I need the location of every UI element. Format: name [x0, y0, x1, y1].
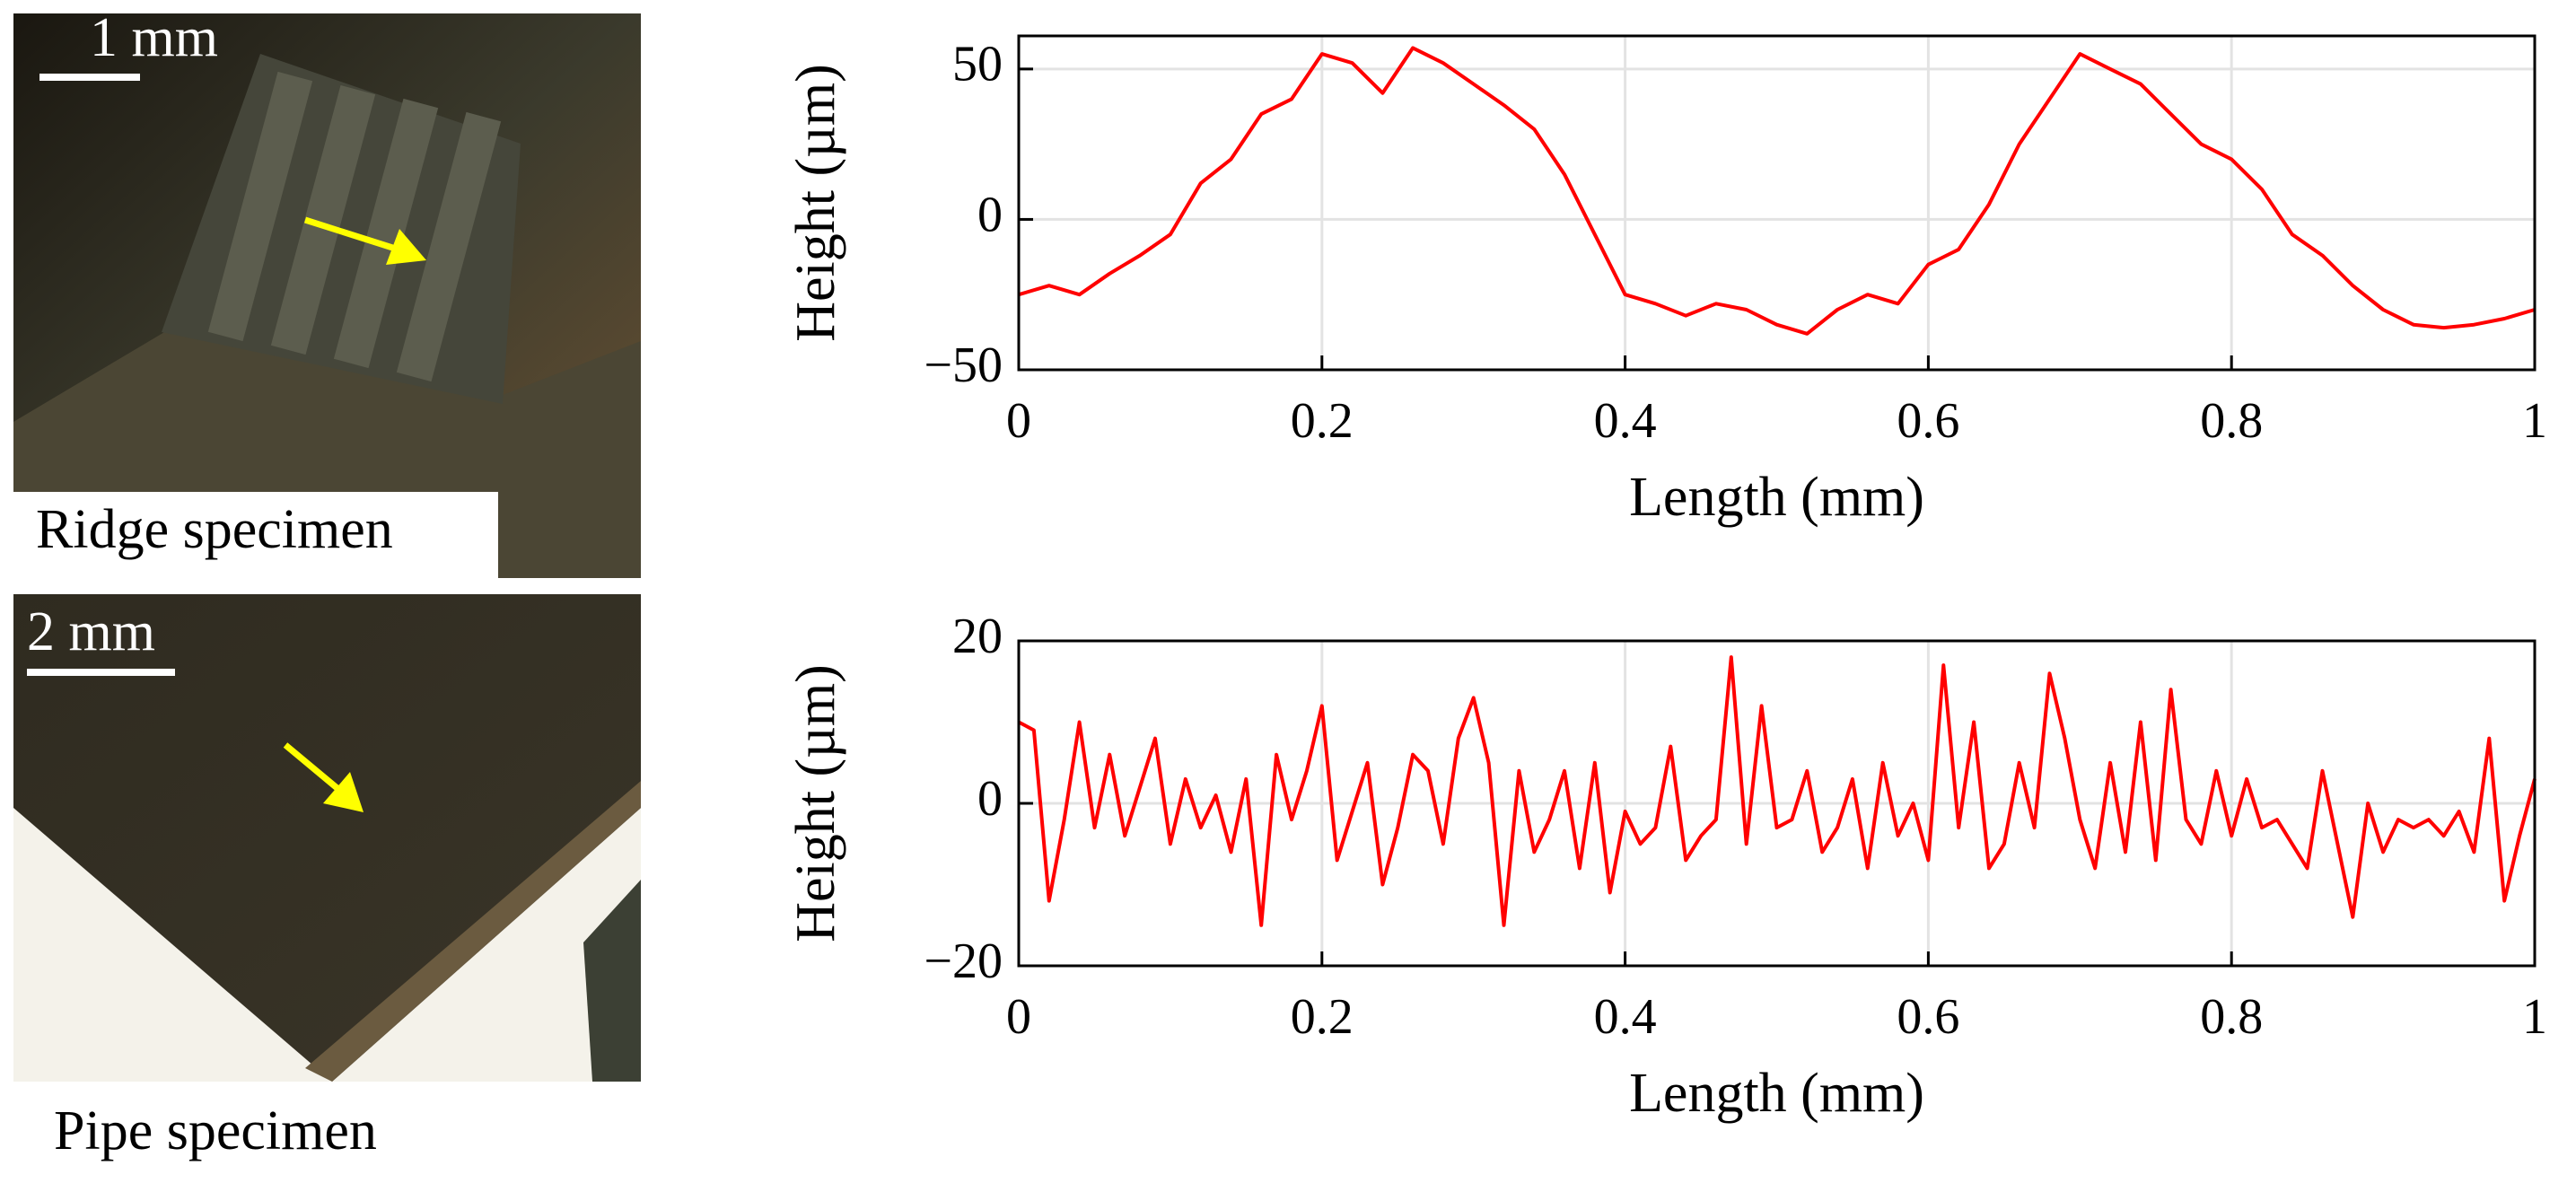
- data-line: [1018, 655, 2537, 927]
- x-tick-label: 0.4: [1594, 393, 1657, 449]
- y-tick-label: 50: [952, 37, 1003, 92]
- data-line: [1018, 46, 2536, 336]
- x-tick-label: 0.6: [1897, 989, 1959, 1045]
- x-tick-label: 0.8: [2200, 989, 2263, 1045]
- x-tick-label: 0.6: [1897, 393, 1959, 449]
- x-tick-label: 0.8: [2200, 393, 2263, 449]
- y-axis-label: Height (µm): [785, 64, 846, 342]
- y-tick-label: 20: [952, 609, 1003, 664]
- x-tick-label: 0: [1006, 989, 1031, 1045]
- x-axis-label: Length (mm): [1629, 467, 1924, 528]
- pipe-photo: [13, 594, 641, 1082]
- photo-caption: Pipe specimen: [54, 1100, 377, 1161]
- x-tick-label: 0.2: [1291, 393, 1354, 449]
- x-tick-label: 0.2: [1291, 989, 1354, 1045]
- photo-caption: Ridge specimen: [36, 499, 393, 560]
- scale-label: 2 mm: [27, 601, 155, 662]
- scale-label: 1 mm: [90, 7, 218, 68]
- x-tick-label: 1: [2522, 393, 2547, 449]
- y-tick-label: 0: [977, 187, 1003, 242]
- plot-frame: [1017, 639, 2537, 968]
- x-tick-label: 0: [1006, 393, 1031, 449]
- y-tick-label: 0: [977, 771, 1003, 827]
- x-tick-label: 0.4: [1594, 989, 1657, 1045]
- plot-frame: [1017, 34, 2537, 372]
- x-tick-label: 1: [2522, 989, 2547, 1045]
- y-tick-label: −20: [924, 933, 1003, 989]
- y-axis-label: Height (µm): [785, 664, 846, 942]
- y-tick-label: −50: [924, 337, 1003, 393]
- ridge-photo: [13, 13, 641, 578]
- x-axis-label: Length (mm): [1629, 1063, 1924, 1124]
